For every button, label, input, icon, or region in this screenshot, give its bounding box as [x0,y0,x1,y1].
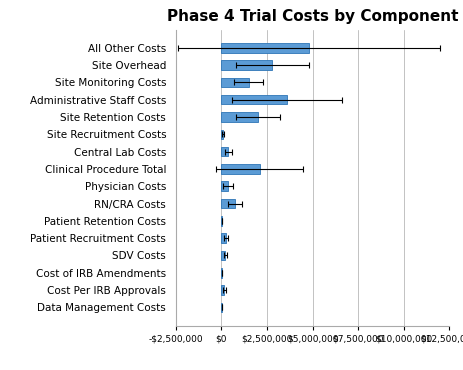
Bar [221,130,223,139]
Bar [221,233,226,243]
Bar [221,60,272,70]
Bar [221,285,225,295]
Bar [221,147,228,157]
Bar [221,199,235,208]
Bar [221,112,258,122]
Bar [221,216,222,226]
Bar [221,182,228,191]
Bar [221,95,287,104]
Bar [221,251,225,260]
Bar [221,164,260,174]
Bar [221,303,222,312]
Title: Phase 4 Trial Costs by Component: Phase 4 Trial Costs by Component [167,9,458,24]
Bar [221,78,249,87]
Bar [221,43,309,53]
